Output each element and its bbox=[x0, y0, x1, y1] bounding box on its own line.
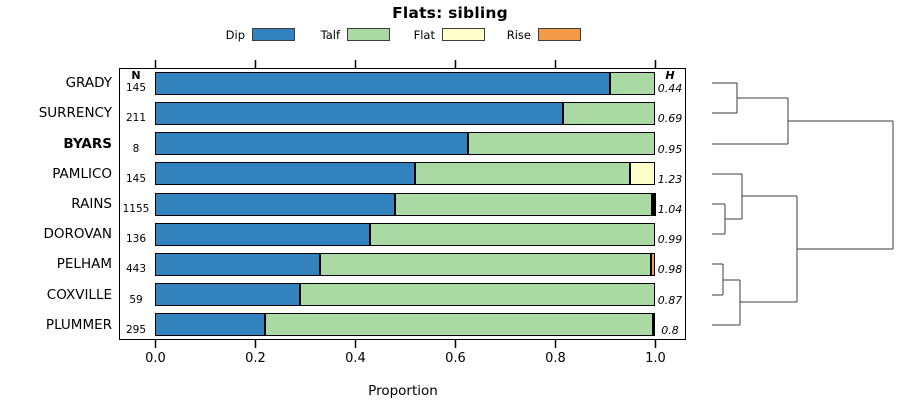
bar-segment-dip bbox=[155, 222, 370, 246]
legend-label: Flat bbox=[413, 27, 435, 42]
x-axis-tick-label: 0.2 bbox=[245, 351, 266, 366]
legend-item-talf: Talf bbox=[272, 27, 390, 42]
h-value: 1.23 bbox=[657, 172, 683, 186]
bar-segment-dip bbox=[155, 132, 468, 156]
n-value: 145 bbox=[125, 82, 147, 95]
legend-label: Rise bbox=[506, 27, 531, 42]
h-value: 0.44 bbox=[657, 82, 683, 96]
x-axis-title: Proportion bbox=[368, 383, 438, 399]
n-value: 59 bbox=[129, 293, 143, 306]
bar-segment-talf bbox=[300, 283, 655, 307]
row-label-rains: RAINS bbox=[71, 196, 112, 212]
talf-color-swatch-icon bbox=[347, 28, 390, 41]
bar-segment-talf bbox=[320, 252, 651, 276]
bar-segment-rise bbox=[651, 252, 655, 276]
legend-item-flat: Flat bbox=[367, 27, 485, 42]
h-value: 0.95 bbox=[657, 142, 683, 156]
n-value: 8 bbox=[132, 142, 140, 155]
row-label-grady: GRADY bbox=[65, 75, 112, 92]
h-value: 0.87 bbox=[657, 293, 683, 307]
legend-item-rise: Rise bbox=[463, 27, 581, 42]
row-label-byars: BYARS bbox=[63, 135, 112, 152]
bar-segment-dip bbox=[155, 283, 300, 307]
bar-segment-talf bbox=[370, 222, 655, 246]
h-value: 0.69 bbox=[657, 112, 683, 126]
row-label-dorovan: DOROVAN bbox=[43, 226, 113, 243]
bar-segment-talf bbox=[610, 71, 655, 95]
bar-segment-talf bbox=[415, 162, 630, 186]
row-label-surrency: SURRENCY bbox=[38, 105, 112, 122]
bar-segment-dip bbox=[155, 101, 563, 125]
bar-segment-flat bbox=[630, 162, 655, 186]
rise-color-swatch-icon bbox=[538, 28, 581, 41]
legend-label: Talf bbox=[320, 27, 340, 42]
bar-segment-talf bbox=[562, 101, 655, 125]
bar-segment-dip bbox=[155, 313, 265, 337]
h-value: 0.8 bbox=[661, 323, 679, 337]
n-value: 443 bbox=[125, 263, 147, 276]
bar-segment-dip bbox=[155, 162, 415, 186]
n-value: 295 bbox=[125, 323, 147, 336]
n-value: 211 bbox=[125, 112, 147, 125]
x-axis-tick-label: 0.4 bbox=[345, 351, 366, 366]
bar-segment-dip bbox=[155, 192, 395, 216]
row-label-pamlico: PAMLICO bbox=[52, 165, 112, 182]
h-value: 0.99 bbox=[657, 233, 683, 247]
row-label-plummer: PLUMMER bbox=[45, 316, 112, 333]
chart-title: Flats: sibling bbox=[392, 4, 508, 22]
bar-segment-talf bbox=[265, 313, 653, 337]
n-value: 136 bbox=[125, 233, 147, 246]
x-axis-tick-label: 1.0 bbox=[645, 351, 666, 366]
n-value: 1155 bbox=[122, 203, 150, 215]
bar-segment-rise bbox=[654, 192, 656, 216]
bar-segment-dip bbox=[155, 71, 610, 95]
bar-segment-talf bbox=[467, 132, 655, 156]
x-axis-tick-label: 0.0 bbox=[145, 351, 166, 366]
row-label-coxville: COXVILLE bbox=[46, 286, 112, 303]
row-label-pelham: PELHAM bbox=[56, 256, 112, 273]
h-column-header: H bbox=[665, 69, 675, 83]
h-value: 1.04 bbox=[657, 203, 683, 216]
bar-segment-flat bbox=[652, 192, 654, 216]
bar-segment-flat bbox=[652, 313, 655, 337]
x-axis-tick-label: 0.6 bbox=[445, 351, 466, 366]
bar-segment-dip bbox=[155, 252, 320, 276]
legend-item-dip: Dip bbox=[177, 27, 295, 42]
n-value: 145 bbox=[125, 172, 147, 185]
legend-label: Dip bbox=[225, 27, 245, 42]
flat-color-swatch-icon bbox=[442, 28, 485, 41]
dip-color-swatch-icon bbox=[252, 28, 295, 41]
h-value: 0.98 bbox=[657, 263, 683, 277]
bar-segment-talf bbox=[395, 192, 652, 216]
n-column-header: N bbox=[131, 69, 141, 83]
x-axis-tick-label: 0.8 bbox=[545, 351, 566, 366]
